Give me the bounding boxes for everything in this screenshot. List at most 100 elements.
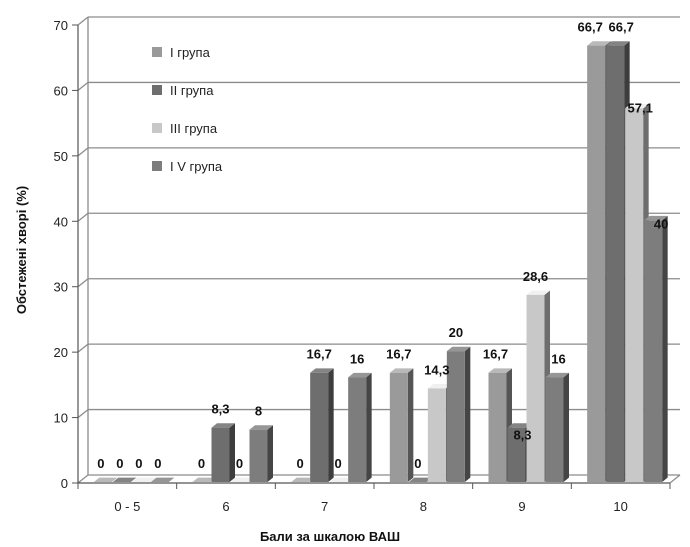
y-tick-label: 10	[54, 411, 68, 426]
bar	[348, 372, 372, 482]
data-label: 28,6	[523, 269, 548, 284]
data-label: 0	[414, 456, 421, 471]
y-tick-label: 20	[54, 345, 68, 360]
y-axis-title: Обстежені хворі (%)	[14, 186, 29, 314]
bar-top	[150, 477, 175, 482]
bar-front	[625, 108, 644, 482]
data-label: 66,7	[609, 20, 634, 35]
legend-label: III група	[170, 121, 218, 136]
bar	[112, 477, 137, 482]
x-axis-title: Бали за шкалою ВАШ	[260, 529, 400, 544]
bar-side	[229, 423, 235, 482]
bar	[93, 477, 118, 482]
data-label: 0	[198, 456, 205, 471]
bar-top	[644, 215, 668, 221]
data-label: 0	[135, 456, 142, 471]
y-tick-label: 50	[54, 149, 68, 164]
bar	[545, 372, 569, 482]
gridline-depth	[77, 474, 89, 484]
data-label: 40	[654, 216, 668, 231]
bar-front	[389, 372, 408, 482]
bar-top	[112, 477, 137, 482]
legend-label: I V група	[170, 159, 223, 174]
y-tick-label: 70	[54, 18, 68, 33]
bar-top	[625, 104, 649, 109]
data-label: 16,7	[386, 347, 411, 362]
bar	[389, 368, 414, 482]
data-label: 0	[335, 456, 342, 471]
data-label: 57,1	[628, 100, 653, 115]
x-tick-label: 0 - 5	[114, 499, 140, 514]
bar-top	[291, 477, 315, 482]
data-label: 8,3	[211, 402, 229, 417]
bar-front	[488, 372, 507, 482]
bar-top	[211, 423, 235, 428]
data-label: 0	[116, 456, 123, 471]
x-tick-label: 10	[613, 499, 627, 514]
gridline-depth	[77, 147, 89, 157]
bar-front	[249, 429, 268, 482]
bar	[446, 346, 471, 482]
data-label: 16,7	[307, 347, 332, 362]
data-label: 14,3	[424, 362, 449, 377]
bar	[230, 477, 254, 482]
x-tick-label: 9	[518, 499, 525, 514]
bar-side	[407, 368, 414, 482]
x-tick-label: 7	[321, 499, 328, 514]
bar-front	[211, 427, 230, 482]
bar-side	[563, 372, 569, 482]
bar-top	[348, 372, 372, 378]
bar	[192, 477, 216, 482]
data-label: 8,3	[513, 428, 531, 443]
y-axis: 0 10 20 30 40 50 60 70	[54, 18, 79, 491]
legend-swatch	[152, 85, 162, 95]
bar-top	[389, 368, 414, 373]
bar-top	[488, 368, 512, 373]
legend-swatch	[152, 123, 162, 133]
bar-top	[93, 477, 118, 482]
bar	[329, 477, 353, 482]
x-axis: 0 - 5 6 7 8 9 10	[77, 474, 681, 514]
bar-top	[192, 477, 216, 482]
bar	[408, 477, 433, 482]
bar-top	[249, 425, 273, 430]
bar	[291, 477, 315, 482]
legend-swatch	[152, 161, 162, 171]
data-label: 0	[297, 456, 304, 471]
bar-side	[366, 372, 372, 482]
bar	[644, 215, 668, 483]
bar-side	[328, 368, 334, 482]
data-label: 16	[350, 351, 364, 366]
bar-front	[348, 377, 367, 482]
bar-front	[606, 45, 625, 482]
gridline-depth	[77, 278, 89, 288]
data-label: 16,7	[483, 347, 508, 362]
x-tick-label: 6	[222, 499, 229, 514]
bar	[211, 423, 235, 482]
bar-front	[545, 377, 564, 482]
legend-item: I група	[152, 45, 211, 60]
bar-top	[131, 477, 156, 482]
legend-swatch	[152, 47, 162, 57]
bar-front	[526, 294, 545, 482]
bar	[310, 368, 334, 482]
bar	[249, 425, 273, 482]
y-tick-label: 60	[54, 83, 68, 98]
gridline-depth	[77, 212, 89, 222]
bar-side	[464, 346, 471, 482]
data-label: 66,7	[578, 20, 603, 35]
gridline-depth	[77, 16, 89, 26]
bar-front	[427, 388, 446, 482]
bars	[93, 41, 668, 483]
bar-front	[446, 351, 465, 482]
bar-top	[545, 372, 569, 378]
bar-top	[446, 346, 471, 352]
legend-label: I група	[170, 45, 211, 60]
bar-front	[587, 45, 606, 482]
legend-item: I V група	[152, 159, 223, 174]
data-label: 0	[154, 456, 161, 471]
bar	[150, 477, 175, 482]
x-tick-label: 8	[420, 499, 427, 514]
